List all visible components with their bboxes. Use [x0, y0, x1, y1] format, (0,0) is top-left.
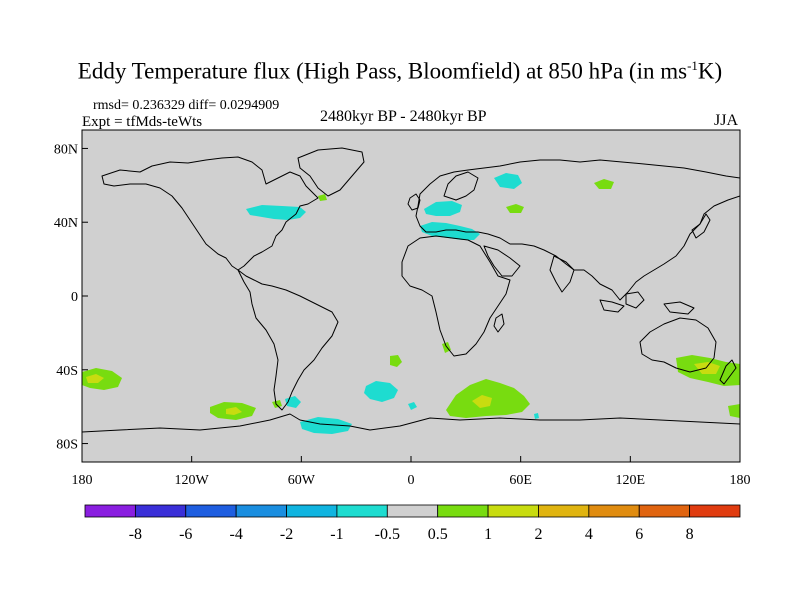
lon-tick-label: 180	[72, 473, 93, 488]
period-label: 2480kyr BP - 2480kyr BP	[320, 108, 487, 125]
contour-patch-atlantic-south-america	[272, 400, 282, 408]
colorbar-label: 6	[635, 526, 643, 543]
contour-patch-scandinavia-north	[494, 173, 522, 189]
colorbar-swatch	[185, 504, 237, 518]
contour-patch-south-pacific-west-core	[86, 374, 104, 383]
colorbar-label: 8	[686, 526, 694, 543]
colorbar-swatch	[689, 504, 741, 518]
coastline-new-zealand	[719, 359, 737, 385]
colorbar-swatch	[286, 504, 338, 518]
colorbar-label: 2	[534, 526, 542, 543]
coastline-arabia	[483, 245, 521, 277]
contour-patch-labrador	[318, 194, 327, 201]
coastline-borneo	[625, 291, 645, 309]
colorbar-label: 1	[484, 526, 492, 543]
colorbar-swatch	[235, 504, 287, 518]
coastline-japan	[691, 213, 711, 239]
lon-tick-label: 120E	[616, 473, 646, 488]
season-label: JJA	[714, 112, 739, 129]
lon-tick-label: 60W	[288, 473, 316, 488]
coastline-india	[549, 255, 575, 293]
colorbar-label: -1	[330, 526, 343, 543]
lat-tick-label: 40S	[56, 364, 78, 379]
lon-tick-label: 120W	[175, 473, 210, 488]
contour-patch-africa-south	[442, 342, 451, 353]
colorbar: -8 -6 -4 -2 -1 -0.5 0.5 1 2 4 6 8	[84, 504, 741, 543]
colorbar-swatch	[84, 504, 136, 518]
coastline-madagascar	[493, 313, 505, 333]
colorbar-label: 4	[585, 526, 593, 543]
lon-tick-label: 0	[408, 473, 415, 488]
colorbar-swatch	[386, 504, 439, 518]
contour-patch-small-indian	[534, 413, 539, 419]
contour-patch-south-atlantic	[364, 381, 398, 402]
colorbar-label: 0.5	[428, 526, 448, 543]
colorbar-swatch	[437, 504, 489, 518]
coastline-indonesia	[599, 299, 625, 313]
colorbar-swatch	[588, 504, 640, 518]
contour-patch-central-asia	[506, 204, 524, 213]
lat-tick-label: 80N	[54, 142, 78, 157]
map-title: Eddy Temperature flux (High Pass, Bloomf…	[77, 58, 723, 84]
coastline-british-isles	[407, 193, 421, 211]
contour-patch-small-east-pacific	[408, 402, 417, 410]
contour-patch-southern-ocean-core	[472, 395, 492, 408]
lon-tick-label: 180	[730, 473, 751, 488]
coastline-africa	[401, 235, 511, 357]
lat-tick-label: 40N	[54, 216, 78, 231]
contour-patch-south-pacific-mid-core	[226, 407, 242, 415]
lat-tick-label: 0	[71, 290, 78, 305]
colorbar-swatch	[638, 504, 691, 518]
colorbar-swatch	[538, 504, 590, 518]
coastline-south-america	[237, 269, 339, 411]
contour-patch-australia-core	[694, 362, 720, 374]
colorbar-label: -2	[280, 526, 293, 543]
coastline-antarctica	[82, 413, 740, 433]
contour-patch-far-east-south	[728, 404, 740, 418]
contour-patch-siberia	[594, 179, 614, 189]
contour-patch-weddell	[300, 417, 352, 434]
contour-patch-great-lakes	[246, 205, 306, 220]
rmsd-diff-stats: rmsd= 0.236329 diff= 0.0294909	[93, 98, 280, 113]
colorbar-label: -8	[129, 526, 142, 543]
colorbar-label: -4	[229, 526, 242, 543]
coastline-layer	[82, 147, 740, 433]
colorbar-swatch	[134, 504, 187, 518]
coastline-north-america	[101, 156, 319, 271]
contour-patch-east-pacific	[390, 355, 402, 367]
coastline-australia	[639, 317, 717, 373]
contour-patch-mediterranean	[420, 222, 480, 240]
colorbar-swatch	[487, 504, 539, 518]
colorbar-label: -0.5	[375, 526, 400, 543]
lat-tick-label: 80S	[56, 438, 78, 453]
colorbar-swatch	[336, 504, 388, 518]
lon-tick-label: 60E	[509, 473, 532, 488]
coastline-eurasia	[415, 159, 740, 301]
contour-patch-northern-europe	[424, 201, 462, 216]
coastline-greenland	[297, 147, 365, 197]
coastline-new-guinea	[663, 301, 695, 315]
axis-ticks: 180 120W 60W 0 60E 120E 180 80N 40N 0 40S 80S	[54, 142, 751, 488]
coastline-scandinavia	[443, 171, 479, 201]
contour-fill-layer	[82, 173, 740, 434]
experiment-label: Expt = tfMds-teWts	[82, 114, 203, 130]
colorbar-label: -6	[179, 526, 192, 543]
